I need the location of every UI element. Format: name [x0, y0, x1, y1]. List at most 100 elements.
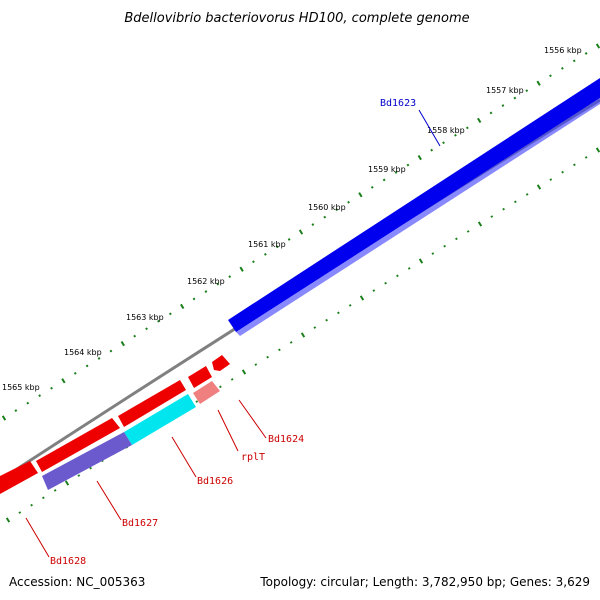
map-title: Bdellovibrio bacteriovorus HD100, comple… [124, 11, 469, 26]
outer-ring-tick [180, 303, 185, 310]
gene-bd1628-bar[interactable] [0, 461, 38, 494]
inner-ring-tick [443, 244, 446, 248]
outer-ring-tick [536, 80, 541, 86]
outer-ring-tick [477, 117, 482, 124]
outer-ring-tick [1, 415, 7, 421]
tick-label-1563: 1563 kbp [126, 313, 164, 322]
gene-bd1627-bar[interactable] [36, 418, 120, 472]
inner-ring-tick [89, 466, 92, 470]
outer-ring-tick [204, 290, 208, 293]
outer-ring-tick [465, 126, 469, 130]
inner-ring-tick [466, 230, 470, 233]
outer-ring-tick [157, 319, 160, 323]
outer-ring-tick [252, 260, 255, 264]
inner-ring-tick [407, 267, 411, 270]
leader-bd1627 [96, 480, 122, 521]
leader-bd1626 [171, 436, 197, 478]
leader-bd1624 [238, 399, 267, 439]
outer-ring-tick [275, 245, 279, 249]
gene-label-bd1624[interactable]: Bd1624 [268, 434, 304, 445]
outer-ring-tick [394, 171, 398, 174]
gene-rplt[interactable] [188, 366, 220, 404]
outer-ring-tick [50, 386, 53, 390]
inner-ring-tick [254, 363, 258, 366]
inner-ring-tick [514, 200, 517, 204]
outer-ring-tick [61, 378, 66, 384]
tick-label-1564: 1564 kbp [64, 348, 102, 357]
gene-bd1623-shade [236, 98, 600, 336]
gene-bd1627[interactable] [36, 418, 132, 490]
gene-label-rplt[interactable]: rplT [241, 452, 265, 463]
outer-ring-tick [358, 192, 363, 198]
outer-ring-tick [216, 282, 220, 286]
gene-label-bd1628[interactable]: Bd1628 [50, 556, 86, 567]
outer-ring-tick [85, 364, 89, 368]
outer-ring-tick [239, 266, 244, 272]
outer-ring-tick [560, 66, 564, 70]
gene-label-bd1623[interactable]: Bd1623 [380, 98, 416, 109]
inner-ring-tick [5, 517, 11, 523]
gene-bd1627-feature [42, 432, 132, 490]
inner-ring-tick [455, 237, 458, 241]
outer-ring-tick [168, 312, 172, 316]
inner-ring-tick [230, 378, 234, 381]
inner-ring-tick [502, 207, 505, 211]
outer-ring-tick [489, 111, 493, 115]
gene-label-bd1627[interactable]: Bd1627 [122, 518, 158, 529]
tick-label-1561: 1561 kbp [248, 240, 286, 249]
gene-rplt-bar[interactable] [188, 366, 212, 388]
outer-ring-tick [417, 154, 422, 161]
leader-bd1628 [25, 517, 50, 558]
tick-labels: 1556 kbp 1557 kbp 1558 kbp 1559 kbp 1560… [2, 46, 582, 392]
outer-ring-tick [192, 297, 196, 301]
inner-tick-ring [5, 147, 600, 523]
inner-ring-tick [573, 163, 576, 167]
inner-ring-tick [525, 193, 529, 196]
outer-ring-tick [228, 275, 232, 279]
outer-ring-tick [38, 394, 42, 398]
tick-label-1558: 1558 kbp [427, 126, 465, 135]
gene-label-bd1626[interactable]: Bd1626 [197, 476, 233, 487]
outer-ring-tick [109, 349, 113, 353]
inner-ring-tick [561, 170, 564, 174]
inner-ring-tick [337, 311, 340, 315]
gene-bd1624-arrow[interactable] [212, 355, 230, 371]
outer-ring-tick [73, 371, 77, 375]
inner-ring-tick [266, 355, 269, 359]
inner-ring-tick [359, 295, 365, 301]
outer-ring-tick [323, 215, 327, 219]
inner-ring-tick [384, 281, 387, 285]
tick-label-1559: 1559 kbp [368, 165, 406, 174]
outer-ring-tick [513, 96, 517, 100]
gene-bd1623-bar[interactable] [228, 78, 600, 332]
gene-bd1626-bar[interactable] [118, 380, 186, 427]
genome-summary-text: Topology: circular; Length: 3,782,950 bp… [259, 575, 590, 589]
outer-ring-tick [120, 340, 125, 347]
tick-label-1565: 1565 kbp [2, 383, 40, 392]
leader-bd1623 [418, 109, 441, 147]
inner-ring-tick [431, 252, 435, 255]
outer-ring-tick [26, 401, 30, 405]
gene-bd1626-feature [124, 394, 196, 445]
gene-bd1623[interactable] [228, 78, 600, 336]
inner-ring-tick [477, 221, 483, 227]
gene-bd1628[interactable] [0, 461, 38, 494]
outer-ring-tick [549, 74, 552, 78]
inner-ring-tick [300, 332, 306, 338]
inner-ring-tick [372, 289, 376, 292]
gene-bd1624[interactable] [212, 355, 230, 371]
outer-ring-tick [311, 223, 315, 226]
outer-ring-tick [572, 59, 576, 63]
inner-ring-tick [278, 348, 281, 352]
inner-ring-tick [30, 503, 33, 507]
gene-bd1626[interactable] [118, 380, 196, 445]
inner-ring-tick [241, 369, 247, 375]
outer-ring-tick [370, 185, 374, 189]
outer-ring-tick [133, 334, 137, 338]
outer-ring-tick [595, 43, 600, 49]
outer-ring-tick [382, 178, 386, 182]
inner-ring-tick [313, 326, 317, 329]
outer-ring-tick [97, 357, 101, 360]
tick-label-1557: 1557 kbp [486, 86, 524, 95]
leader-rplt [217, 409, 239, 452]
